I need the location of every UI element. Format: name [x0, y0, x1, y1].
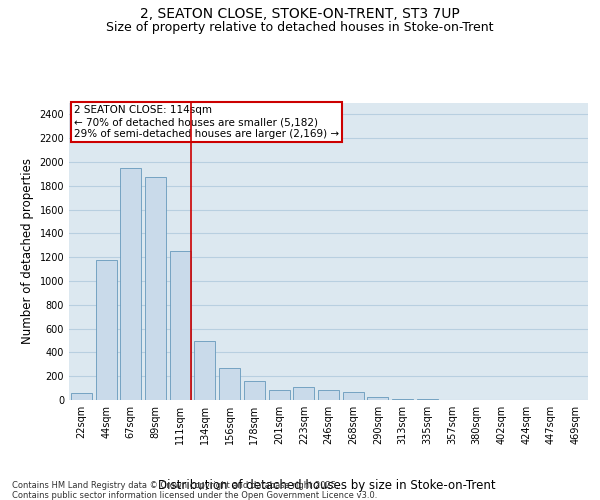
Bar [244, 381, 265, 400]
Bar [71, 394, 92, 400]
Text: Size of property relative to detached houses in Stoke-on-Trent: Size of property relative to detached ho… [106, 21, 494, 34]
Bar [170, 252, 191, 400]
Text: Distribution of detached houses by size in Stoke-on-Trent: Distribution of detached houses by size … [158, 480, 496, 492]
Bar [194, 340, 215, 400]
Text: 2 SEATON CLOSE: 114sqm
← 70% of detached houses are smaller (5,182)
29% of semi-: 2 SEATON CLOSE: 114sqm ← 70% of detached… [74, 106, 340, 138]
Bar [367, 397, 388, 400]
Bar [343, 392, 364, 400]
Bar [120, 168, 141, 400]
Bar [95, 260, 116, 400]
Bar [293, 387, 314, 400]
Bar [145, 177, 166, 400]
Y-axis label: Number of detached properties: Number of detached properties [21, 158, 34, 344]
Text: 2, SEATON CLOSE, STOKE-ON-TRENT, ST3 7UP: 2, SEATON CLOSE, STOKE-ON-TRENT, ST3 7UP [140, 8, 460, 22]
Bar [219, 368, 240, 400]
Text: Contains HM Land Registry data © Crown copyright and database right 2025.
Contai: Contains HM Land Registry data © Crown c… [12, 480, 377, 500]
Bar [269, 390, 290, 400]
Bar [392, 399, 413, 400]
Bar [318, 390, 339, 400]
